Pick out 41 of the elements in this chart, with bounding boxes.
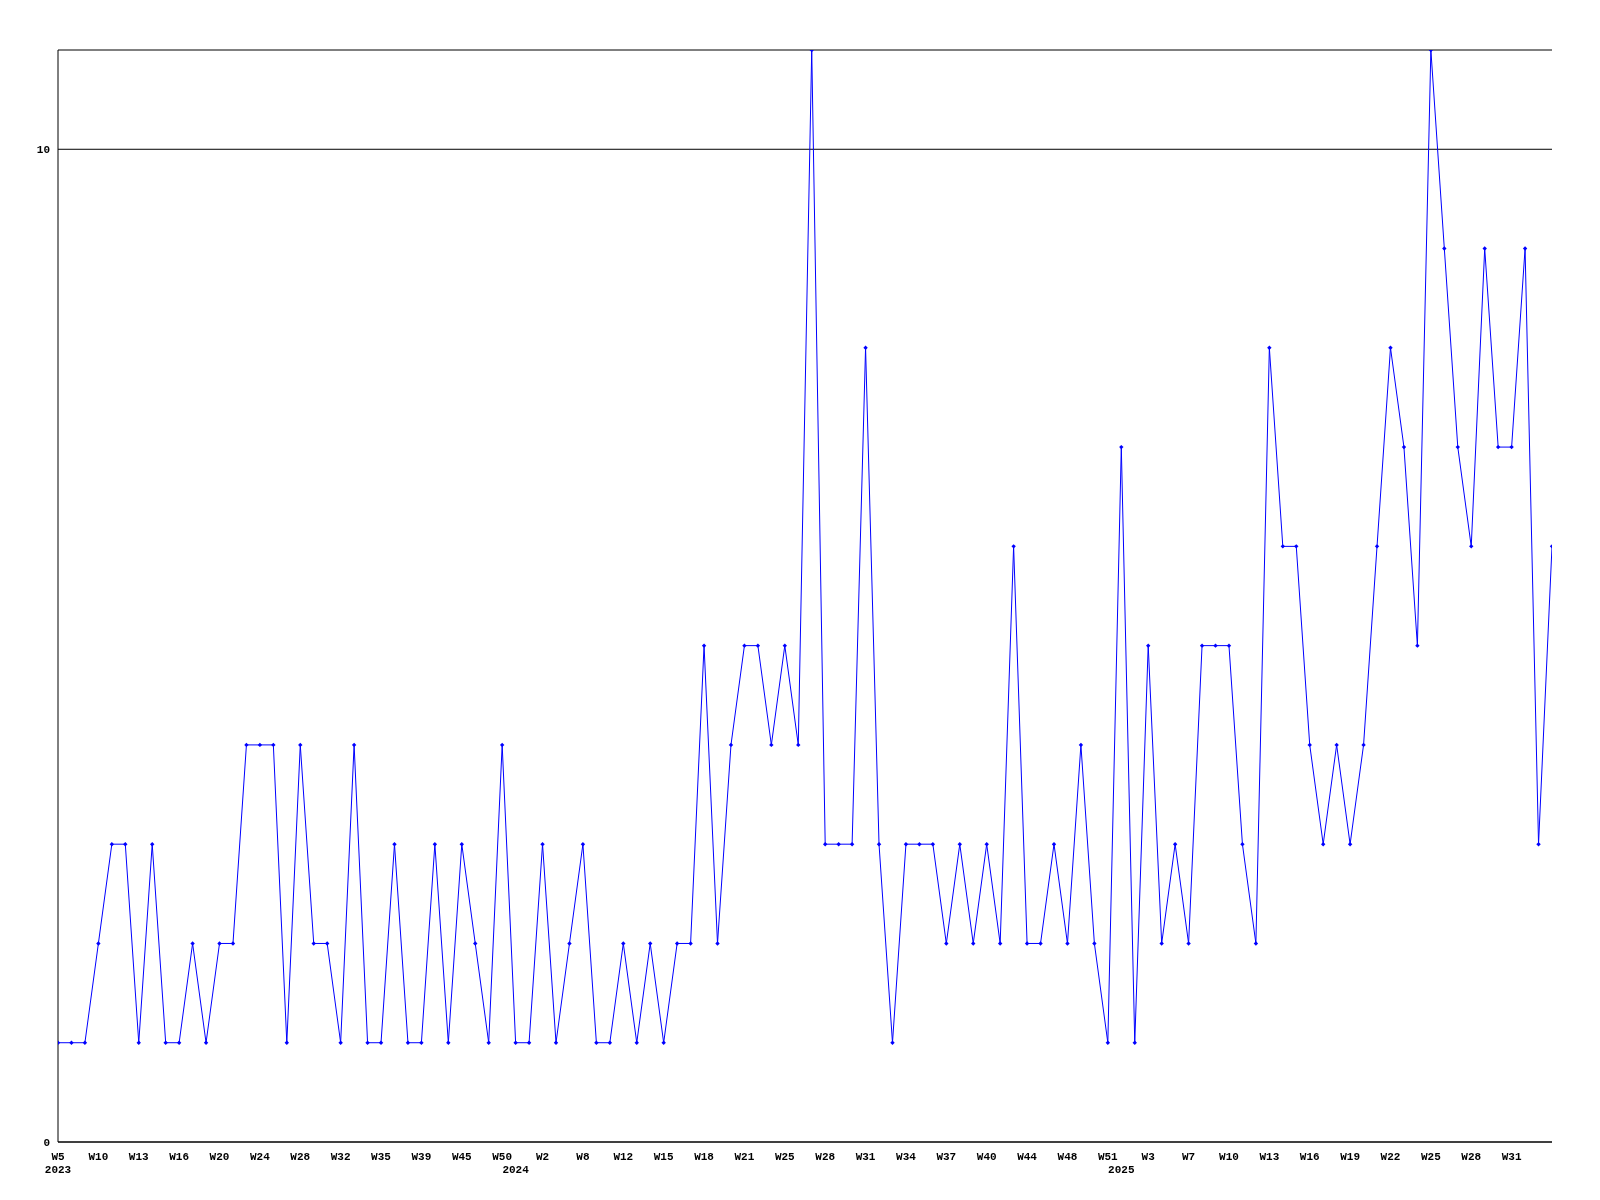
x-tick-label: W37 <box>936 1151 957 1163</box>
x-tick-label: W20 <box>209 1151 230 1163</box>
x-tick-label: W12 <box>613 1151 634 1163</box>
x-tick-label: W25 <box>1420 1151 1442 1163</box>
x-tick-label: W13 <box>128 1151 150 1163</box>
x-tick-label: W7 <box>1181 1151 1196 1163</box>
x-tick-label: W51 <box>1097 1151 1119 1163</box>
x-tick-label: W31 <box>855 1151 876 1163</box>
x-tick-label: W40 <box>976 1151 997 1163</box>
x-tick-label: W44 <box>1017 1151 1038 1163</box>
x-tick-label: W21 <box>734 1151 755 1163</box>
x-tick-label: W3 <box>1141 1151 1156 1163</box>
x-tick-label: W10 <box>88 1151 109 1163</box>
x-tick-label: W16 <box>1299 1151 1320 1163</box>
x-tick-label: W34 <box>896 1151 917 1163</box>
x-tick-label: W19 <box>1340 1151 1361 1163</box>
x-tick-label: 2024 <box>502 1164 530 1176</box>
x-tick-label: W39 <box>411 1151 432 1163</box>
x-tick-label: W24 <box>249 1151 271 1163</box>
x-tick-label: W15 <box>653 1151 674 1163</box>
x-tick-label: W13 <box>1259 1151 1280 1163</box>
x-tick-label: W50 <box>492 1151 513 1163</box>
x-tick-label: W10 <box>1219 1151 1239 1163</box>
x-tick-label: W32 <box>330 1151 351 1163</box>
x-tick-label: W8 <box>576 1151 590 1163</box>
x-tick-label: W28 <box>290 1151 311 1163</box>
x-tick-label: W48 <box>1057 1151 1078 1163</box>
x-tick-label: W25 <box>774 1151 796 1163</box>
x-tick-label: W16 <box>169 1151 190 1163</box>
x-tick-label: 2025 <box>1108 1164 1135 1176</box>
x-tick-label: W31 <box>1501 1151 1522 1163</box>
x-tick-label: W18 <box>694 1151 715 1163</box>
x-tick-label: W28 <box>1461 1151 1482 1163</box>
x-tick-label: W28 <box>815 1151 836 1163</box>
y-tick-label: 0 <box>43 1136 50 1149</box>
x-tick-label: W35 <box>371 1151 392 1163</box>
x-tick-label: W5 2023 <box>44 1151 72 1176</box>
x-tick-label: W2 <box>535 1151 550 1163</box>
y-tick-label: 10 <box>36 144 50 157</box>
x-tick-label: W45 <box>451 1151 473 1163</box>
x-tick-label: W22 <box>1380 1151 1401 1163</box>
